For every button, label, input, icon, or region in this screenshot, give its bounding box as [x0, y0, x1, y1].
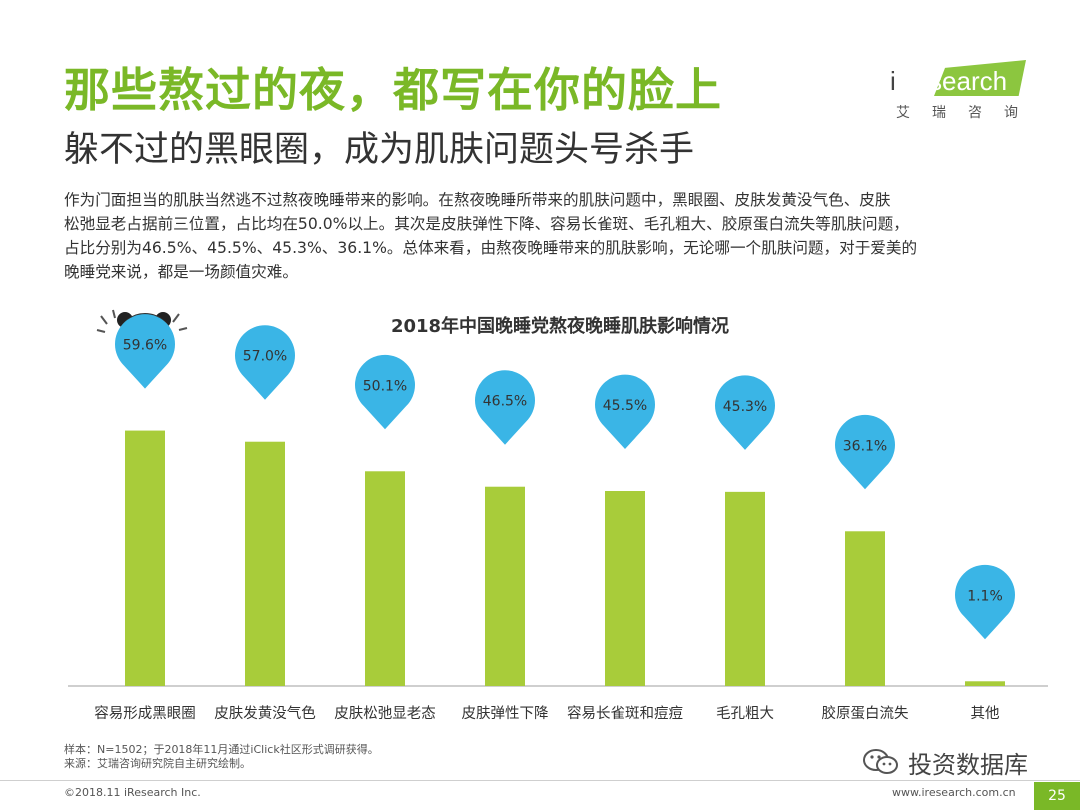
description-paragraph: 作为门面担当的肌肤当然逃不过熬夜晚睡带来的影响。在熬夜晚睡所带来的肌肤问题中，黑… [64, 188, 1030, 284]
data-bubble [595, 374, 656, 449]
page-title: 那些熬过的夜，都写在你的脸上 [64, 63, 722, 117]
category-label: 其他 [971, 705, 1000, 722]
page-subtitle: 躲不过的黑眼圈，成为肌肤问题头号杀手 [64, 130, 695, 170]
copyright: ©2018.11 iResearch Inc. [64, 786, 201, 799]
category-label: 容易形成黑眼圈 [94, 705, 196, 722]
data-bubble [115, 314, 176, 389]
page-number: 25 [1034, 782, 1080, 810]
data-bubble [354, 354, 415, 430]
sample-note: 样本：N=1502；于2018年11月通过iClick社区形式调研获得。 [64, 743, 379, 756]
data-bubble [955, 564, 1016, 640]
bar [365, 471, 405, 686]
wechat-watermark: 投资数据库 [862, 744, 1028, 780]
data-label: 45.5% [603, 398, 647, 414]
category-label: 胶原蛋白流失 [822, 705, 909, 722]
data-label: 1.1% [967, 588, 1003, 604]
watermark-text: 投资数据库 [908, 750, 1028, 779]
data-bubble [715, 375, 776, 450]
footer-divider [0, 780, 1080, 781]
bar-chart: 2018年中国晚睡党熬夜晚睡肌肤影响情况 59.6% 容易形成黑眼圈 57.0% 皮肤… [68, 309, 1048, 722]
category-label: 毛孔粗大 [716, 705, 774, 722]
description-line: 占比分别为46.5%、45.5%、45.3%、36.1%。总体来看，由熬夜晚睡带… [64, 239, 918, 257]
wechat-icon [863, 749, 898, 774]
bar [605, 491, 645, 686]
data-label: 46.5% [483, 394, 527, 410]
website-url: www.iresearch.com.cn [892, 786, 1016, 799]
category-label: 皮肤松弛显老态 [334, 705, 436, 722]
logo-wordmark: iResearch [890, 66, 1008, 96]
data-label: 36.1% [843, 438, 887, 454]
data-label: 59.6% [123, 338, 167, 354]
data-label: 57.0% [243, 349, 287, 365]
footer-notes: 样本：N=1502；于2018年11月通过iClick社区形式调研获得。 来源：… [64, 743, 379, 771]
bar [125, 430, 165, 686]
description-line: 松弛显老占据前三位置，占比均在50.0%以上。其次是皮肤弹性下降、容易长雀斑、毛… [64, 215, 909, 233]
data-bubble [235, 325, 295, 400]
iresearch-logo: iResearch 艾瑞咨询 [890, 58, 1030, 124]
category-label: 皮肤弹性下降 [462, 705, 549, 722]
description-line: 晚睡党来说，都是一场颜值灾难。 [64, 263, 298, 281]
description-line: 作为门面担当的肌肤当然逃不过熬夜晚睡带来的影响。在熬夜晚睡所带来的肌肤问题中，黑… [64, 191, 891, 209]
data-bubble [835, 414, 896, 490]
bar [725, 491, 765, 686]
bar [245, 441, 285, 686]
chart-title: 2018年中国晚睡党熬夜晚睡肌肤影响情况 [391, 315, 729, 337]
category-label: 皮肤发黄没气色 [214, 705, 316, 722]
data-bubble [475, 370, 536, 445]
category-label: 容易长雀斑和痘痘 [567, 705, 683, 722]
source-note: 来源：艾瑞咨询研究院自主研究绘制。 [64, 757, 251, 770]
bar [845, 531, 885, 686]
logo-chinese-name: 艾瑞咨询 [896, 105, 1040, 121]
bar [485, 486, 525, 686]
bar [965, 681, 1005, 686]
data-label: 50.1% [363, 378, 407, 394]
data-label: 45.3% [723, 399, 767, 415]
